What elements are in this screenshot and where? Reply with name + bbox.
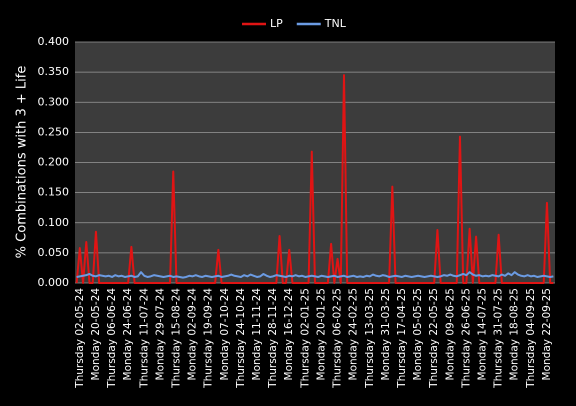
x-tick-label: Monday 02-09-24 xyxy=(187,288,199,381)
y-tick-label: 0.100 xyxy=(38,216,70,229)
y-tick-label: 0.150 xyxy=(38,186,70,199)
x-tick-label: Thursday 17-04-25 xyxy=(396,288,408,389)
x-tick-label: Thursday 13-03-25 xyxy=(364,288,376,389)
legend-label: LP xyxy=(270,17,283,30)
y-tick-label: 0.250 xyxy=(38,125,70,138)
x-tick-label: Thursday 15-08-24 xyxy=(170,288,182,389)
y-tick-label: 0.000 xyxy=(38,276,70,289)
line-series xyxy=(76,271,554,279)
x-tick-label: Thursday 31-07-25 xyxy=(493,288,505,389)
x-tick-label: Thursday 28-11-24 xyxy=(267,288,279,389)
legend-label: TNL xyxy=(324,17,347,30)
x-tick-label: Thursday 06-06-24 xyxy=(106,288,118,389)
line-series xyxy=(75,74,554,284)
x-tick-label: Thursday 06-02-25 xyxy=(332,288,344,389)
y-tick-label: 0.400 xyxy=(38,35,70,48)
y-tick-label: 0.200 xyxy=(38,156,70,169)
x-tick-label: Monday 18-08-25 xyxy=(509,288,521,380)
x-tick-label: Thursday 24-10-24 xyxy=(235,288,247,389)
x-tick-label: Thursday 02-01-25 xyxy=(299,288,311,389)
x-tick-label: Thursday 02-05-24 xyxy=(74,288,86,389)
x-tick-label: Monday 22-09-25 xyxy=(541,288,553,380)
x-tick-label: Monday 05-05-25 xyxy=(412,288,424,380)
x-tick-label: Monday 24-06-24 xyxy=(122,288,134,381)
x-tick-label: Monday 11-11-24 xyxy=(251,288,263,381)
y-tick-label: 0.350 xyxy=(38,65,70,78)
x-tick-label: Monday 09-06-25 xyxy=(444,288,456,380)
y-axis-label: % Combinations with 3 + Life xyxy=(15,66,30,259)
y-tick-label: 0.050 xyxy=(38,246,70,259)
x-tick-label: Thursday 22-05-25 xyxy=(428,288,440,389)
x-tick-label: Monday 07-10-24 xyxy=(219,288,231,381)
x-tick-label: Thursday 19-09-24 xyxy=(203,288,215,389)
x-tick-label: Thursday 04-09-25 xyxy=(525,288,537,389)
x-tick-label: Monday 14-07-25 xyxy=(477,288,489,380)
x-tick-label: Thursday 11-07-24 xyxy=(138,288,150,389)
x-tick-label: Monday 20-01-25 xyxy=(315,288,327,380)
x-tick-label: Thursday 26-06-25 xyxy=(460,288,472,389)
x-tick-label: Monday 31-03-25 xyxy=(380,288,392,380)
x-tick-label: Monday 24-02-25 xyxy=(348,288,360,380)
y-tick-label: 0.300 xyxy=(38,95,70,108)
x-tick-label: Monday 20-05-24 xyxy=(90,288,102,381)
x-tick-label: Monday 29-07-24 xyxy=(154,288,166,381)
x-tick-label: Monday 16-12-24 xyxy=(283,288,295,381)
